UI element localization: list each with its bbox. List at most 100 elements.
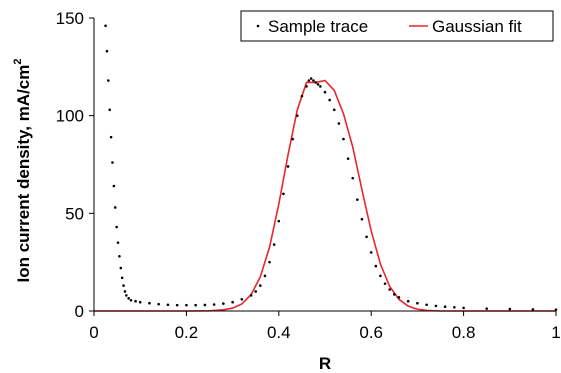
sample-trace-point [277,219,281,223]
sample-trace-point [286,165,290,168]
sample-trace-point [122,284,125,287]
sample-trace-point [113,206,117,209]
legend: Sample trace Gaussian fit [240,10,554,42]
sample-trace-point [393,293,396,296]
sample-trace-point [157,302,160,306]
sample-trace-point [554,308,558,311]
sample-trace-point [328,98,331,102]
x-tick-label: 0.6 [359,323,383,342]
sample-trace-point [116,241,120,244]
sample-trace-point [166,303,170,307]
y-tick-label: 0 [75,302,84,321]
sample-trace-point [134,299,137,303]
sample-trace-point [356,198,359,201]
x-tick-label: 0.2 [175,323,199,342]
legend-marker-sample-trace [256,24,260,28]
x-ticks: 0 0.2 0.4 0.6 0.8 1 [89,311,561,342]
sample-trace-point [104,24,107,28]
sample-trace-point [127,297,130,300]
sample-trace-point [531,308,535,311]
x-tick-label: 0.8 [452,323,476,342]
sample-trace-point [312,79,315,82]
sample-trace-point [115,225,118,229]
y-axis-title: Ion current density, mA/cm2 [12,58,33,282]
sample-trace-point [406,299,410,303]
sample-trace-point [508,307,512,311]
sample-trace-point [282,192,285,196]
sample-trace-point [108,108,112,112]
sample-trace-point [222,302,225,305]
sample-trace-point [109,135,113,139]
x-tick-label: 1 [551,323,560,342]
sample-trace-point [305,85,308,88]
sample-trace-point [309,77,313,80]
sample-trace-point [295,114,299,117]
legend-box [240,10,554,42]
legend-label-gaussian-fit: Gaussian fit [432,17,522,36]
sample-trace-point [434,304,438,308]
sample-trace-point [346,157,350,160]
axes [93,18,556,312]
sample-trace-point [379,274,382,278]
legend-label-sample-trace: Sample trace [268,17,368,36]
sample-trace-point [105,49,109,53]
x-tick-label: 0 [89,323,98,342]
sample-trace-point [259,284,262,287]
sample-trace-point [425,303,428,307]
sample-trace-point [332,108,336,112]
sample-trace-point [118,255,121,258]
sample-trace-point [443,305,447,309]
sample-trace-point [120,276,124,280]
sample-trace-point [351,176,355,180]
sample-trace-point [123,290,127,293]
sample-trace-point [107,79,110,82]
sample-trace-point [240,297,244,301]
sample-trace-point [175,303,179,307]
sample-trace-point [194,303,197,307]
x-tick-label: 0.4 [267,323,291,342]
sample-trace-point [319,85,322,88]
sample-trace-point [388,288,391,291]
sample-trace-point [125,294,128,297]
sample-trace-point [360,217,364,221]
sample-trace-point [254,290,257,293]
x-axis-title: R [319,354,331,373]
sample-trace-point [268,260,271,264]
sample-trace-point [231,300,234,304]
sample-trace-point [337,122,341,125]
sample-trace-point [462,306,465,310]
sample-trace-point [112,184,116,188]
sample-trace-point [138,300,142,304]
gaussian-fit-line [94,79,556,312]
y-tick-label: 150 [56,9,84,28]
sample-trace-point [307,79,311,82]
sample-trace-point [365,235,368,239]
y-axis-title-sup: 2 [12,58,24,64]
sample-trace-point [203,303,207,307]
sample-trace-point [342,137,345,141]
sample-trace-point [369,251,373,254]
sample-trace-point [263,274,267,278]
sample-trace-point [249,294,253,297]
sample-trace-point [300,94,304,98]
plot-area [94,24,558,312]
y-tick-label: 50 [65,204,84,223]
sample-trace-point [485,307,489,310]
sample-trace-point [111,161,114,164]
sample-trace-point [148,301,151,305]
sample-trace-point [323,90,327,94]
y-axis-title-main: Ion current density, mA/cm [14,65,33,283]
sample-trace-point [291,137,294,141]
sample-trace-point [453,305,456,309]
sample-trace-point [374,264,378,268]
sample-trace-point [185,303,188,307]
sample-trace-point [316,83,320,86]
sample-trace-point [314,81,318,84]
sample-trace-point [272,243,276,246]
y-ticks: 0 50 100 150 [56,9,94,321]
sample-trace-point [119,266,123,270]
sample-trace-point [212,303,216,306]
sample-trace-point [397,296,401,299]
